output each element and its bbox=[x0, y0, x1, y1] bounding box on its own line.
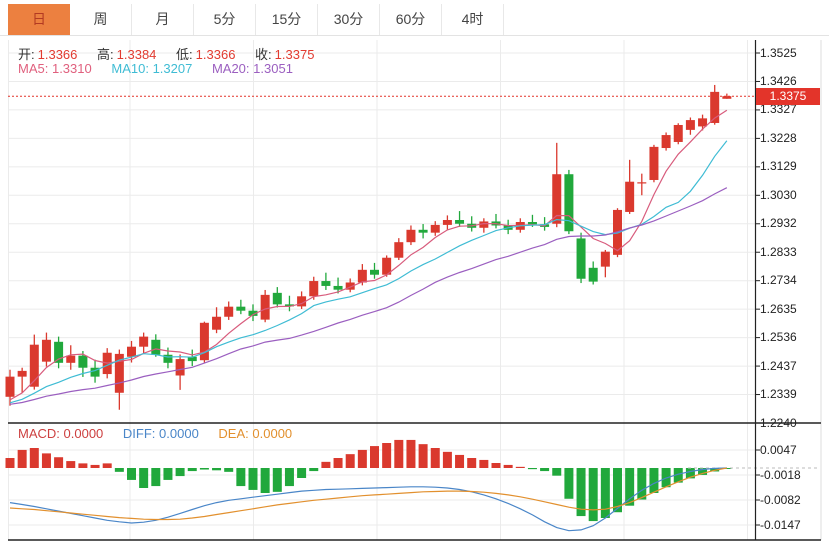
low-value: 1.3366 bbox=[195, 47, 236, 62]
timeframe-tabs: 日周月 5分 15分 30分 60分 4时 bbox=[0, 4, 829, 36]
open-label: 开: bbox=[18, 47, 35, 62]
tab-week[interactable]: 周 bbox=[70, 4, 132, 35]
macd-axis-label: 0.0047 bbox=[760, 442, 797, 457]
candles-layer bbox=[5, 84, 732, 410]
price-axis-label: 1.2240 bbox=[760, 415, 797, 430]
price-axis-label: 1.2339 bbox=[760, 387, 797, 402]
tab-30min[interactable]: 30分 bbox=[318, 4, 380, 35]
ma-readout: MA5: 1.3310 MA10: 1.3207 MA20: 1.3051 bbox=[18, 61, 309, 76]
low-label: 低: bbox=[176, 47, 193, 62]
dea-line bbox=[9, 467, 727, 521]
ma10-label: MA10: bbox=[111, 61, 149, 76]
ma20-line bbox=[9, 187, 728, 405]
tab-60min[interactable]: 60分 bbox=[380, 4, 442, 35]
open-value: 1.3366 bbox=[37, 47, 78, 62]
tab-5min[interactable]: 5分 bbox=[194, 4, 256, 35]
tab-15min[interactable]: 15分 bbox=[256, 4, 318, 35]
macd-value: 0.0000 bbox=[63, 426, 104, 441]
macd-axis-label: -0.0147 bbox=[760, 517, 801, 532]
diff-value: 0.0000 bbox=[159, 426, 199, 441]
dea-label: DEA: bbox=[218, 426, 249, 441]
price-axis-label: 1.3426 bbox=[760, 73, 797, 88]
ohlc-readout: 开: 1.3366 高: 1.3384 低: 1.3366 收: 1.3375 bbox=[18, 44, 330, 63]
macd-histogram bbox=[5, 439, 732, 522]
ma20-label: MA20: bbox=[211, 61, 250, 76]
price-axis-label: 1.3525 bbox=[760, 45, 797, 60]
high-value: 1.3384 bbox=[116, 47, 157, 62]
macd-axis-label: -0.0018 bbox=[760, 467, 801, 482]
high-label: 高: bbox=[97, 47, 114, 62]
tab-month[interactable]: 月 bbox=[132, 4, 194, 35]
price-axis-label: 1.2536 bbox=[760, 330, 797, 345]
ma5-label: MA5: bbox=[18, 61, 49, 76]
ma20-value: 1.3051 bbox=[253, 61, 293, 76]
macd-label: MACD: bbox=[18, 426, 60, 441]
price-axis-label: 1.3327 bbox=[760, 102, 797, 117]
tab-4hour[interactable]: 4时 bbox=[442, 4, 504, 35]
ma5-value: 1.3310 bbox=[51, 61, 92, 76]
dea-value: 0.0000 bbox=[252, 426, 293, 441]
current-price-badge: 1.3375 bbox=[756, 87, 820, 105]
macd-readout: MACD: 0.0000 DIFF: 0.0000 DEA: 0.0000 bbox=[18, 426, 308, 441]
close-label: 收: bbox=[255, 47, 272, 62]
price-axis-label: 1.3129 bbox=[760, 159, 797, 174]
diff-label: DIFF: bbox=[122, 426, 156, 441]
macd-axis-label: -0.0082 bbox=[760, 492, 801, 507]
price-axis-label: 1.2932 bbox=[760, 216, 797, 231]
price-axis-label: 1.2437 bbox=[760, 358, 797, 373]
ma5-line bbox=[9, 109, 728, 401]
price-axis-label: 1.2734 bbox=[760, 273, 797, 288]
ma10-value: 1.3207 bbox=[152, 61, 193, 76]
price-axis-label: 1.3030 bbox=[760, 187, 797, 202]
price-axis-label: 1.2833 bbox=[760, 244, 797, 259]
price-axis-label: 1.3228 bbox=[760, 130, 797, 145]
close-value: 1.3375 bbox=[274, 47, 315, 62]
tab-day[interactable]: 日 bbox=[8, 4, 70, 35]
diff-line bbox=[9, 467, 727, 532]
price-axis-label: 1.2635 bbox=[760, 301, 797, 316]
